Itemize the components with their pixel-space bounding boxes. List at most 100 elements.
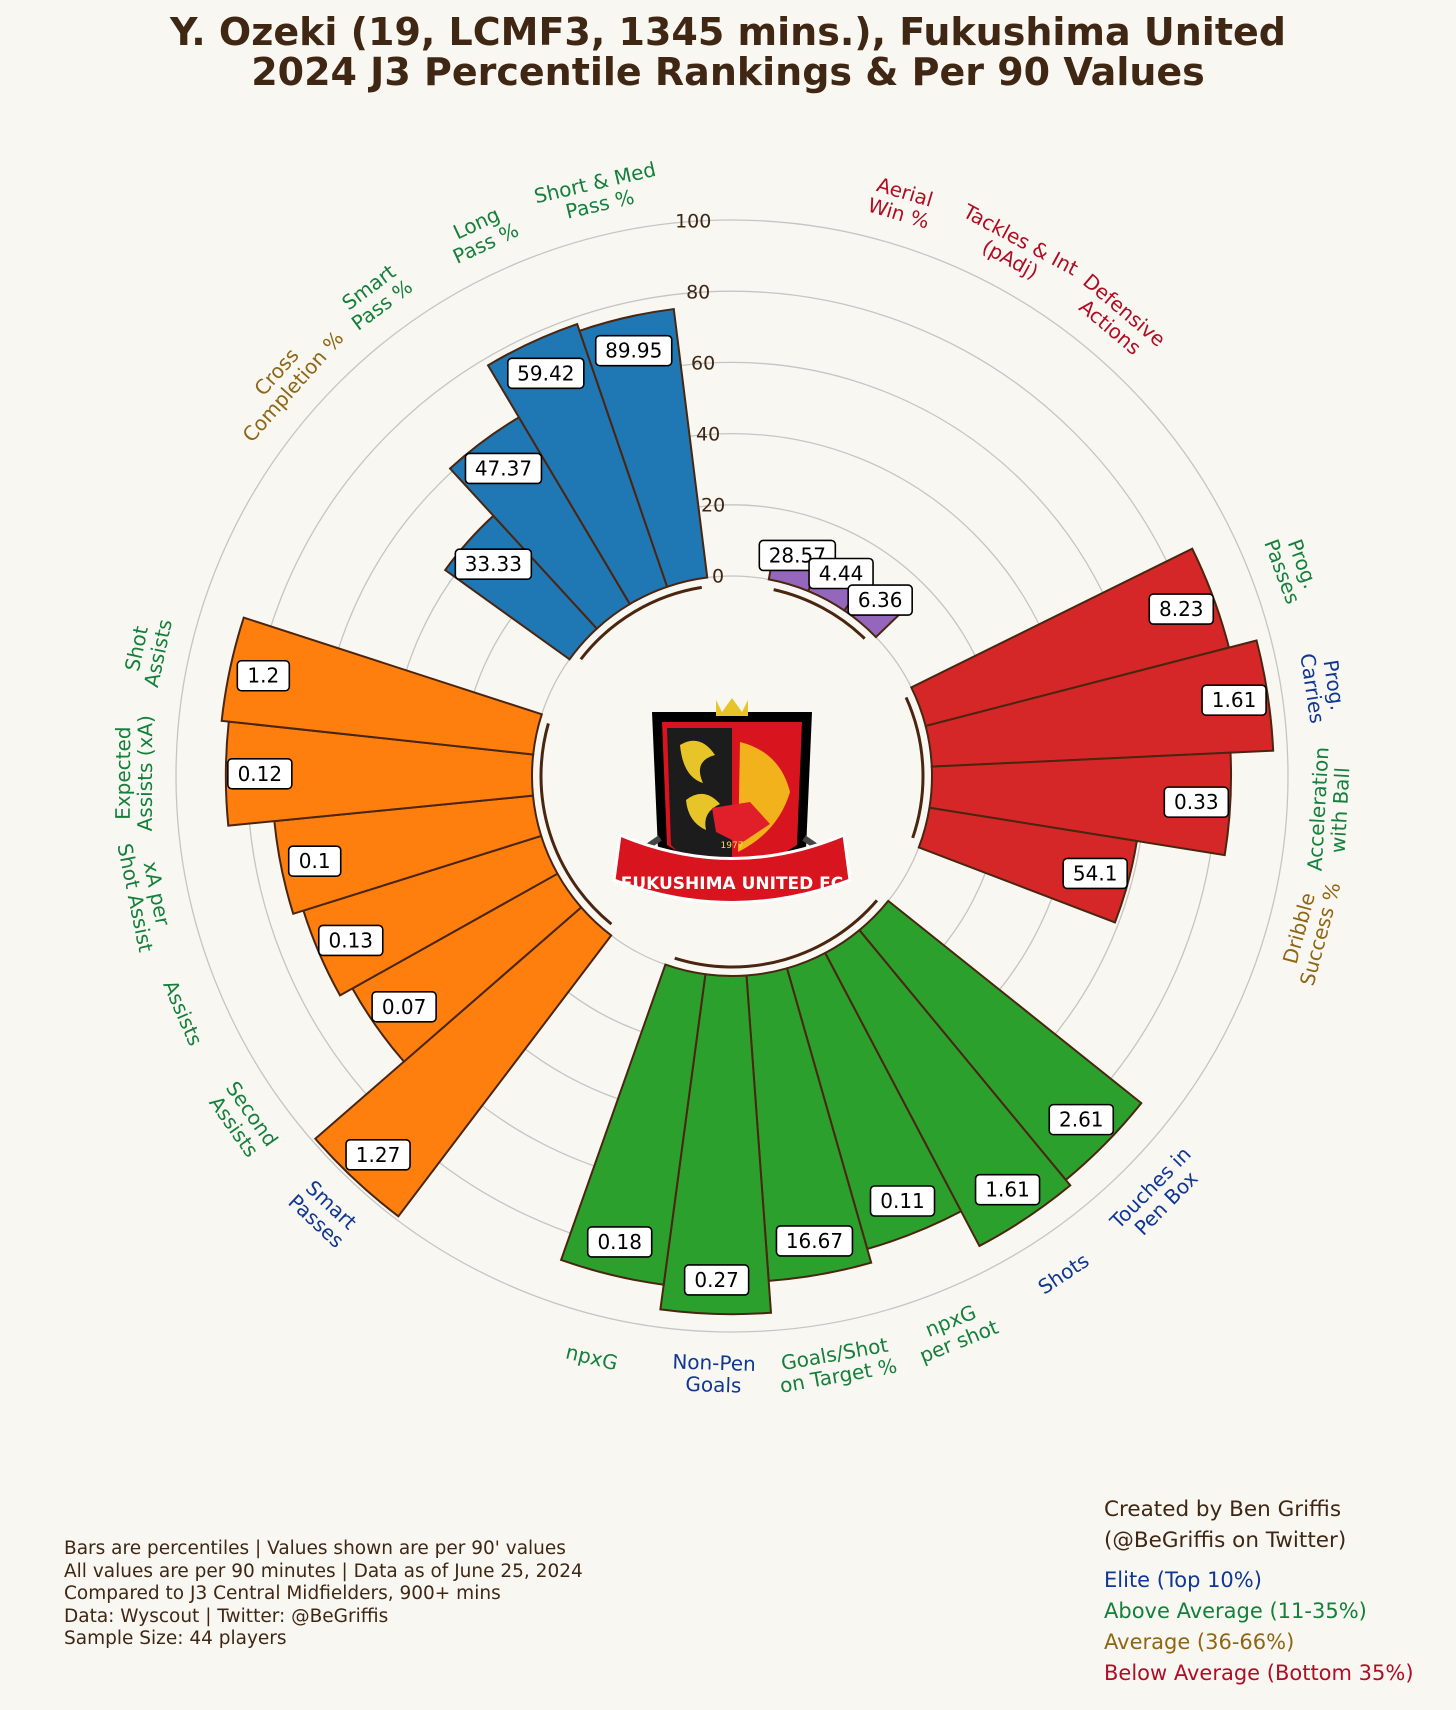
value-box [974,1173,1041,1206]
category-label: Prog.Carries [1295,648,1351,725]
value-label: 54.1 [1062,857,1128,890]
percentile-bar [486,322,669,606]
value-label: 1.2 [236,659,291,692]
value-box [1048,1103,1115,1136]
footnotes: Bars are percentiles | Values shown are … [64,1538,583,1651]
value-text: 0.07 [382,995,427,1019]
category-label: SmartPass % [334,257,417,335]
category-label-line: Goals [685,1372,742,1398]
group-arc [773,588,866,640]
title-line-2: 2024 J3 Percentile Rankings & Per 90 Val… [251,50,1205,94]
group-arc [674,899,879,969]
category-label: ExpectedAssists (xA) [111,715,158,831]
value-label: 1.27 [345,1139,411,1171]
credit-line: (@BeGriffis on Twitter) [1104,1528,1347,1553]
category-label: SmartPasses [284,1173,364,1252]
radial-tick-labels: 0 20 40 60 80 100 [675,210,725,587]
value-text: 0.33 [1174,790,1219,814]
value-box [1062,857,1128,890]
value-box [371,990,437,1023]
value-box [464,452,543,485]
value-box [1148,593,1215,625]
radial-tick-label: 20 [701,494,725,516]
credit-line: Created by Ben Griffis [1104,1497,1342,1522]
category-label: Tackles & Int(pAdj) [948,199,1082,300]
value-text: 0.27 [694,1268,739,1292]
percentile-bar [659,973,773,1316]
footnote-line: All values are per 90 minutes | Data as … [64,1560,583,1582]
value-text: 0.1 [299,849,331,873]
value-text: 4.44 [819,561,864,585]
percentile-bar [924,639,1275,768]
category-label: AerialWin % [865,172,938,234]
category-label-line: Non-Pen [672,1349,756,1376]
category-label-line: Assists [158,977,207,1050]
value-box [1201,684,1267,717]
value-box [236,659,291,692]
category-label: LongPass % [440,198,523,269]
radial-tick-label: 40 [696,423,720,445]
value-box [507,357,585,390]
value-label: 1.61 [1201,684,1267,717]
value-label: 1.61 [974,1173,1041,1206]
radial-tick-label: 80 [686,281,710,303]
category-label: Accelerationwith Ball [1303,746,1356,873]
value-box [847,584,913,616]
value-text: 0.13 [328,928,373,952]
value-box [775,1225,854,1257]
value-box [227,757,293,790]
category-label: SecondAssists [203,1077,283,1164]
category-label-line: Assists (xA) [133,715,158,831]
credit: Created by Ben Griffis (@BeGriffis on Tw… [1104,1494,1346,1556]
value-text: 59.42 [517,361,574,385]
value-box [586,1226,653,1258]
footnote-line: Sample Size: 44 players [64,1628,287,1649]
category-label: Prog.Passes [1259,528,1325,607]
value-text: 1.61 [1212,688,1257,712]
percentile-bar [823,928,1072,1248]
value-labels: 28.574.446.36 8.231.610.3354.12.611.610.1… [227,334,1267,1296]
category-label-line: npxG [563,1340,620,1376]
value-label: 0.33 [1163,786,1230,818]
legend-item-elite: Elite (Top 10%) [1104,1568,1262,1592]
value-label: 0.07 [371,990,437,1023]
value-text: 0.11 [880,1189,925,1213]
value-text: 33.33 [465,552,522,576]
legend-item-below-average: Below Average (Bottom 35%) [1104,1661,1414,1685]
value-text: 54.1 [1073,861,1118,885]
footnote-line: Compared to J3 Central Midfielders, 900+… [64,1583,501,1604]
legend-item-above-average: Above Average (11-35%) [1104,1599,1367,1623]
value-box [808,557,874,590]
value-text: 6.36 [858,588,903,612]
value-text: 2.61 [1059,1108,1104,1132]
footnote-line: Data: Wyscout | Twitter: @BeGriffis [64,1605,389,1627]
percentile-bar [220,616,544,756]
percentile-bar [917,806,1138,924]
percentile-bar [928,751,1232,857]
radial-tick-label: 100 [675,210,711,232]
value-text: 0.18 [597,1230,642,1254]
value-text: 0.12 [238,762,283,786]
title-line-1: Y. Ozeki (19, LCMF3, 1345 mins.), Fukush… [170,10,1286,54]
category-label: xA perShot Assist [113,837,180,954]
category-label: CrossCompletion % [221,312,348,447]
category-label-line: Expected [111,726,135,819]
value-label: 59.42 [507,357,585,390]
value-label: 33.33 [454,548,533,581]
group-arc [579,585,703,661]
value-label: 0.11 [869,1185,936,1217]
category-label: Touches inPen Box [1104,1142,1211,1250]
value-text: 1.2 [247,664,279,688]
category-label: DefensiveActions [1064,269,1170,369]
category-label: DribbleSuccess % [1274,874,1346,988]
category-label: npxG [563,1340,620,1376]
category-label: Non-PenGoals [671,1349,756,1398]
gridline-ring [175,219,1289,1333]
value-label: 8.23 [1148,593,1215,625]
category-label: Goals/Shoton Target % [774,1332,899,1398]
value-box [1163,786,1230,818]
logo-wordmark: FUKUSHIMA UNITED FC [621,874,844,894]
value-label: 47.37 [464,452,543,485]
category-label: Shots [1034,1248,1094,1299]
